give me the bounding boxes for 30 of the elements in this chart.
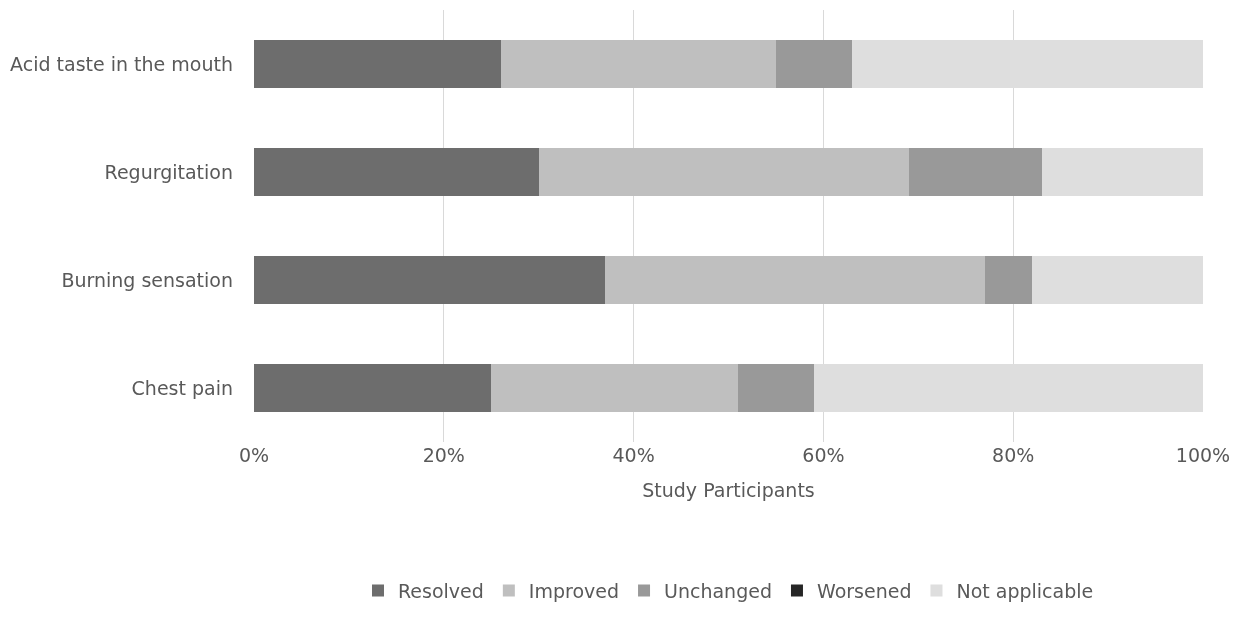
legend-label: Worsened (816, 579, 912, 602)
x-axis-title: Study Participants (642, 478, 815, 501)
bar (1032, 255, 1203, 305)
bar (1041, 147, 1203, 197)
bar (908, 147, 1042, 197)
y-tick-label: Chest pain (131, 376, 233, 399)
y-tick-label: Burning sensation (61, 268, 233, 291)
legend-label: Not applicable (956, 579, 1094, 602)
y-tick-label: Regurgitation (104, 160, 233, 183)
legend-label: Improved (528, 579, 620, 602)
bar (984, 255, 1033, 305)
bar (605, 255, 985, 305)
y-tick-label: Acid taste in the mouth (10, 52, 233, 75)
x-tick-label: 20% (422, 444, 465, 466)
bar (254, 255, 606, 305)
bar (491, 363, 738, 413)
x-tick-label: 0% (238, 444, 270, 466)
legend-label: Unchanged (664, 579, 772, 602)
x-tick-label: 80% (992, 444, 1035, 466)
bar (254, 363, 492, 413)
bar (737, 363, 814, 413)
legend-label: Resolved (398, 579, 484, 602)
x-tick-label: 100% (1175, 444, 1231, 466)
bar (775, 39, 852, 89)
x-tick-label: 40% (612, 444, 655, 466)
x-tick-label: 60% (802, 444, 845, 466)
bar (254, 39, 501, 89)
bar (538, 147, 909, 197)
bar (500, 39, 776, 89)
bar (254, 147, 539, 197)
